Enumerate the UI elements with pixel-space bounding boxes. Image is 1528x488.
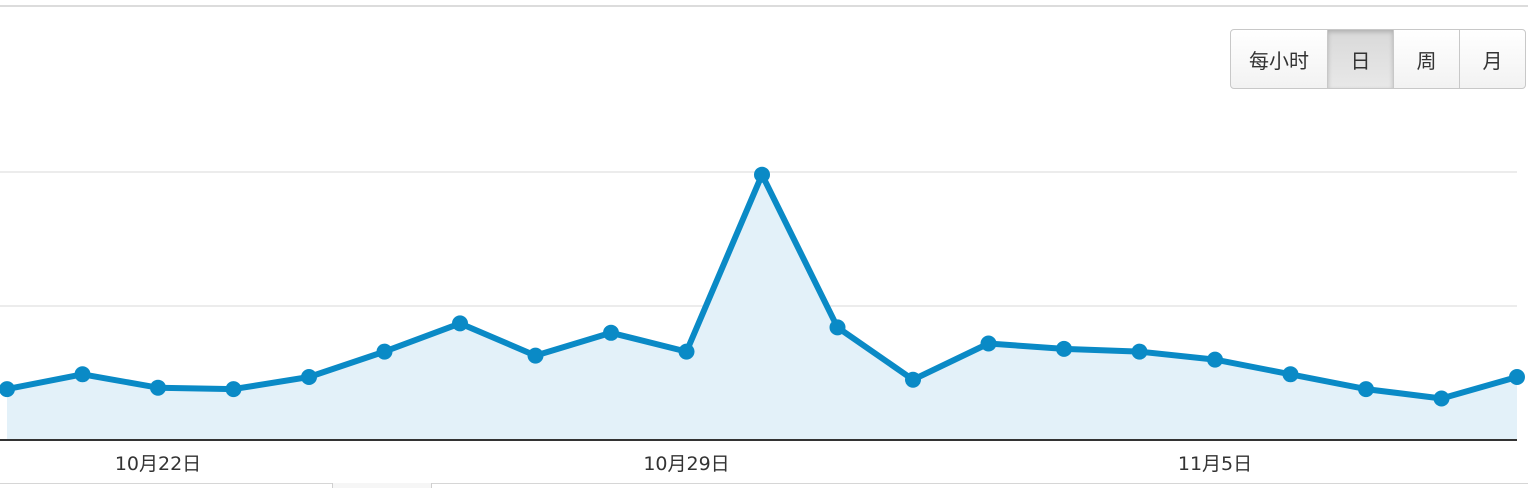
data-point-2 bbox=[74, 366, 91, 383]
data-point-3 bbox=[150, 379, 166, 396]
data-point-21 bbox=[1509, 369, 1525, 385]
data-point-15 bbox=[1056, 340, 1072, 357]
bottom-tab bbox=[332, 483, 432, 488]
x-tick-label: 10月22日 bbox=[115, 453, 201, 475]
weekly-button[interactable]: 周 bbox=[1393, 30, 1459, 88]
area-fill bbox=[7, 174, 1517, 440]
x-tick-label: 11月5日 bbox=[1178, 453, 1252, 475]
daily-button[interactable]: 日 bbox=[1327, 30, 1393, 88]
x-tick-label: 10月29日 bbox=[643, 453, 729, 475]
bottom-divider bbox=[0, 483, 1528, 484]
data-point-1 bbox=[0, 381, 15, 398]
data-point-6 bbox=[376, 343, 393, 360]
data-point-13 bbox=[905, 371, 921, 388]
data-point-17 bbox=[1207, 351, 1223, 368]
data-point-11 bbox=[754, 166, 770, 183]
data-point-12 bbox=[829, 319, 846, 336]
data-point-20 bbox=[1433, 390, 1450, 407]
data-point-10 bbox=[678, 343, 695, 360]
data-point-14 bbox=[980, 335, 997, 352]
data-point-5 bbox=[301, 369, 317, 385]
data-point-19 bbox=[1358, 381, 1374, 398]
monthly-button[interactable]: 月 bbox=[1459, 30, 1525, 88]
data-point-4 bbox=[225, 381, 242, 398]
hourly-button[interactable]: 每小时 bbox=[1249, 48, 1309, 73]
granularity-toggle: 每小时 日 周 月 bbox=[1230, 29, 1526, 89]
data-point-9 bbox=[603, 324, 619, 341]
data-point-8 bbox=[527, 347, 544, 364]
data-point-16 bbox=[1131, 343, 1148, 360]
top-divider bbox=[0, 5, 1528, 7]
data-point-7 bbox=[452, 315, 468, 332]
data-point-18 bbox=[1282, 366, 1299, 383]
